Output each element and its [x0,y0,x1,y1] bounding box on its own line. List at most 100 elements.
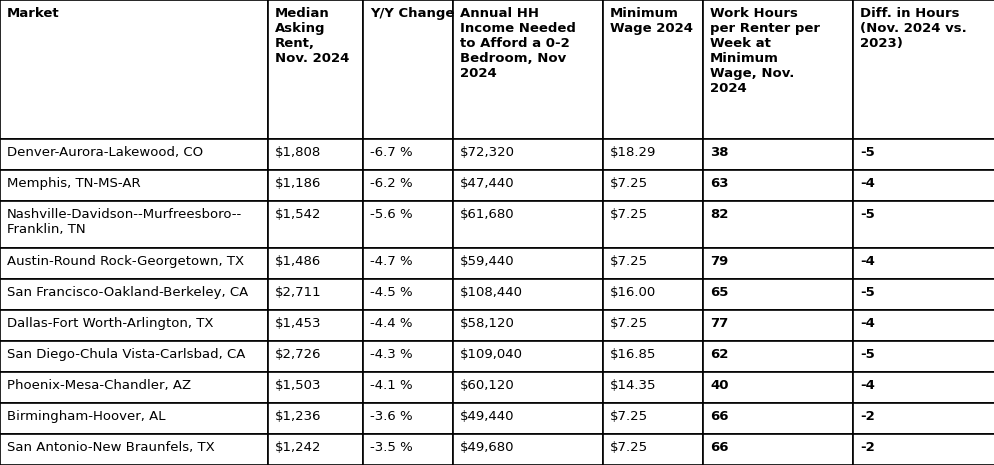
Text: 82: 82 [710,208,728,220]
Text: -6.7 %: -6.7 % [370,146,413,159]
Bar [852,200,994,248]
Bar [363,200,452,248]
Bar [363,341,452,372]
Text: Work Hours
per Renter per
Week at
Minimum
Wage, Nov.
2024: Work Hours per Renter per Week at Minimu… [710,7,819,95]
Text: -5.6 %: -5.6 % [370,208,413,220]
Text: $47,440: $47,440 [459,177,514,190]
Text: $7.25: $7.25 [609,317,647,330]
Bar [363,372,452,403]
Text: $109,040: $109,040 [459,348,523,361]
Bar [852,248,994,279]
Bar [0,372,267,403]
Text: $1,186: $1,186 [274,177,321,190]
Text: $1,808: $1,808 [274,146,321,159]
Text: Phoenix-Mesa-Chandler, AZ: Phoenix-Mesa-Chandler, AZ [7,379,191,392]
Text: $16.85: $16.85 [609,348,656,361]
Text: $1,542: $1,542 [274,208,321,220]
Bar [452,0,602,139]
Bar [267,200,363,248]
Bar [602,372,703,403]
Text: $59,440: $59,440 [459,255,514,268]
Bar [703,434,852,465]
Bar [0,200,267,248]
Bar [267,139,363,170]
Text: 38: 38 [710,146,728,159]
Text: $2,726: $2,726 [274,348,321,361]
Bar [703,372,852,403]
Bar [452,170,602,200]
Text: $7.25: $7.25 [609,177,647,190]
Text: $2,711: $2,711 [274,286,321,299]
Text: $14.35: $14.35 [609,379,656,392]
Bar [363,0,452,139]
Text: -5: -5 [859,348,874,361]
Text: -3.5 %: -3.5 % [370,441,413,454]
Text: $16.00: $16.00 [609,286,656,299]
Bar [267,279,363,310]
Text: -4.3 %: -4.3 % [370,348,413,361]
Bar [852,279,994,310]
Text: San Francisco-Oakland-Berkeley, CA: San Francisco-Oakland-Berkeley, CA [7,286,248,299]
Bar [363,170,452,200]
Text: -5: -5 [859,286,874,299]
Text: 66: 66 [710,441,728,454]
Bar [452,248,602,279]
Bar [852,341,994,372]
Text: Median
Asking
Rent,
Nov. 2024: Median Asking Rent, Nov. 2024 [274,7,349,65]
Bar [267,341,363,372]
Text: 62: 62 [710,348,728,361]
Bar [363,403,452,434]
Text: -5: -5 [859,208,874,220]
Bar [703,139,852,170]
Bar [267,0,363,139]
Text: Diff. in Hours
(Nov. 2024 vs.
2023): Diff. in Hours (Nov. 2024 vs. 2023) [859,7,966,50]
Text: -5: -5 [859,146,874,159]
Text: -6.2 %: -6.2 % [370,177,413,190]
Bar [602,279,703,310]
Text: Y/Y Change: Y/Y Change [370,7,454,20]
Bar [852,372,994,403]
Bar [0,139,267,170]
Text: $7.25: $7.25 [609,441,647,454]
Text: $1,453: $1,453 [274,317,321,330]
Text: -4: -4 [859,177,874,190]
Text: Nashville-Davidson--Murfreesboro--
Franklin, TN: Nashville-Davidson--Murfreesboro-- Frank… [7,208,242,236]
Bar [452,403,602,434]
Text: San Antonio-New Braunfels, TX: San Antonio-New Braunfels, TX [7,441,215,454]
Text: $1,236: $1,236 [274,410,321,423]
Bar [452,139,602,170]
Text: -2: -2 [859,410,874,423]
Bar [602,139,703,170]
Bar [267,170,363,200]
Bar [852,310,994,341]
Bar [852,139,994,170]
Bar [363,139,452,170]
Text: $7.25: $7.25 [609,255,647,268]
Bar [452,372,602,403]
Text: 40: 40 [710,379,728,392]
Text: $49,680: $49,680 [459,441,514,454]
Text: Dallas-Fort Worth-Arlington, TX: Dallas-Fort Worth-Arlington, TX [7,317,214,330]
Bar [0,310,267,341]
Bar [0,434,267,465]
Bar [852,0,994,139]
Text: -3.6 %: -3.6 % [370,410,413,423]
Text: -4: -4 [859,317,874,330]
Bar [452,310,602,341]
Bar [363,279,452,310]
Bar [602,434,703,465]
Bar [452,279,602,310]
Text: $60,120: $60,120 [459,379,514,392]
Text: -4.1 %: -4.1 % [370,379,413,392]
Bar [267,372,363,403]
Bar [703,341,852,372]
Text: $58,120: $58,120 [459,317,514,330]
Text: $18.29: $18.29 [609,146,656,159]
Text: 63: 63 [710,177,728,190]
Bar [363,248,452,279]
Text: $72,320: $72,320 [459,146,515,159]
Text: Memphis, TN-MS-AR: Memphis, TN-MS-AR [7,177,140,190]
Text: $61,680: $61,680 [459,208,514,220]
Bar [602,248,703,279]
Text: 66: 66 [710,410,728,423]
